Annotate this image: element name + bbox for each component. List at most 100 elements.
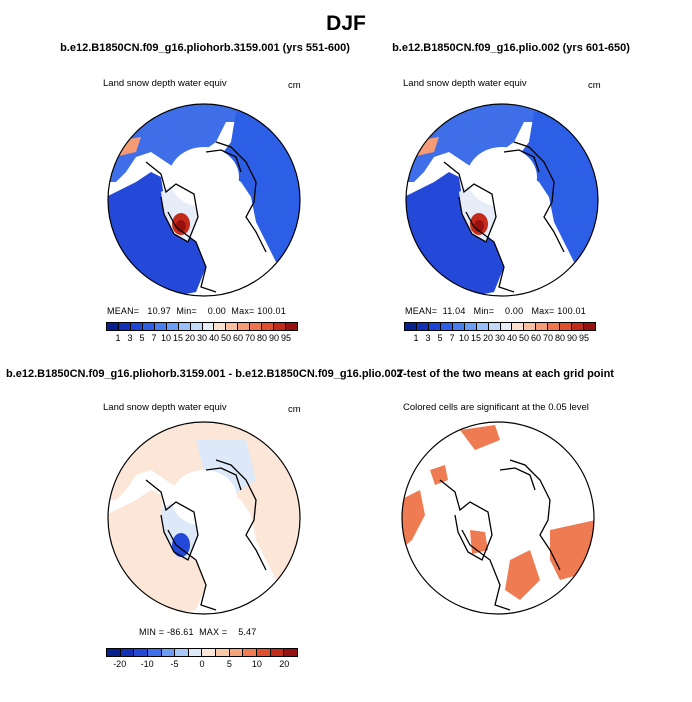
panel1-colorbar-tick-label: 1: [115, 333, 121, 343]
panel2-colorbar-tick-label: 1: [413, 333, 419, 343]
panel2-title: b.e12.B1850CN.f09_g16.plio.002 (yrs 601-…: [392, 42, 630, 54]
panel1-colorbar-boxes: [106, 322, 298, 331]
panel2-mean-label: MEAN=: [405, 306, 438, 316]
panel1-max-label: Max=: [231, 306, 255, 316]
panel1-colorbar-box: [142, 323, 155, 330]
panel4-significant-cells: [505, 550, 540, 600]
panel2-colorbar-tick-label: 50: [518, 333, 529, 343]
panel1-colorbar-tick-label: 3: [127, 333, 133, 343]
panel1-variable-label: Land snow depth water equiv: [103, 78, 227, 89]
panel1-colorbar-box: [274, 323, 287, 330]
panel1-colorbar-box: [214, 323, 227, 330]
panel1-colorbar-box: [178, 323, 191, 330]
panel1-colorbar-tick-label: 7: [151, 333, 157, 343]
panel2-colorbar-box: [536, 323, 549, 330]
panel3-colorbar-box: [229, 649, 244, 656]
panel3-colorbar-tick-label: 5: [226, 659, 232, 669]
panel1-coastlines: [145, 141, 267, 293]
panel2-colorbar-box: [488, 323, 501, 330]
panel3-arctic-ocean: [171, 470, 237, 526]
panel1-title: b.e12.B1850CN.f09_g16.pliohorb.3159.001 …: [60, 42, 350, 54]
panel3-colorbar-box: [107, 649, 121, 656]
panel2-colorbar-tick-label: 40: [506, 333, 517, 343]
panel2-mean-value: 11.04: [442, 306, 466, 316]
panel4-coastlines: [439, 459, 561, 611]
figure-title: DJF: [326, 12, 366, 35]
panel3-units-label: cm: [288, 404, 301, 415]
panel2-arctic-ocean: [467, 147, 537, 207]
panel1-colorbar-tick-label: 95: [280, 333, 291, 343]
panel2-colorbar-tick-label: 30: [494, 333, 505, 343]
panel2-min-value: 0.00: [505, 306, 524, 316]
panel3-min-value: -86.61: [166, 627, 194, 637]
panel1-colorbar-box: [107, 323, 119, 330]
panel2-max-value: 100.01: [557, 306, 586, 316]
panel3-colorbar-tick-label: -5: [170, 659, 179, 669]
panel2-colorbar-tick-label: 90: [566, 333, 577, 343]
panel1-mean-value: 10.97: [147, 306, 171, 316]
panel3-colorbar-box: [202, 649, 217, 656]
panel1-colorbar-tick-label: 30: [196, 333, 207, 343]
panel1-colorbar: 1 3 5 7 10 15 20 30 40 50 60 70 80 90 95: [106, 322, 298, 343]
panel1-colorbar-box: [238, 323, 251, 330]
panel3-max-label: MAX =: [199, 627, 228, 637]
panel1-colorbar-box: [190, 323, 203, 330]
panel2-colorbar-tick-label: 70: [542, 333, 553, 343]
panel3-colorbar-box: [134, 649, 148, 656]
panel2-coastlines: [443, 141, 565, 293]
panel1-colorbar-tick-label: 50: [220, 333, 231, 343]
panel4-significant-cells: [460, 425, 500, 450]
panel2-colorbar-box: [416, 323, 429, 330]
panel2-colorbar-tick-label: 5: [437, 333, 443, 343]
panel1-stats: MEAN= 10.97 Min= 0.00 Max= 100.01: [107, 306, 286, 316]
panel2-colorbar-box: [512, 323, 525, 330]
panel1-units-label: cm: [288, 80, 301, 91]
panel3-colorbar-box: [216, 649, 230, 656]
panel1-colorbar-box: [286, 323, 297, 330]
panel4-map-border: [401, 421, 595, 615]
panel2-colorbar: 1 3 5 7 10 15 20 30 40 50 60 70 80 90 95: [404, 322, 596, 343]
panel2-colorbar-box: [500, 323, 513, 330]
panel3-greenland-min-area: [172, 533, 190, 557]
panel2-variable-label: Land snow depth water equiv: [403, 78, 527, 89]
panel1-colorbar-box: [154, 323, 167, 330]
panel1-colorbar-box: [262, 323, 275, 330]
panel2-colorbar-box: [452, 323, 465, 330]
panel4-significant-cells: [430, 465, 448, 485]
panel4-title: T-test of the two means at each grid poi…: [397, 368, 614, 380]
panel4-note-label: Colored cells are significant at the 0.0…: [403, 402, 589, 413]
panel3-coastlines: [145, 459, 267, 611]
panel1-min-value: 0.00: [207, 306, 227, 316]
panel2-colorbar-box: [524, 323, 537, 330]
panel3-colorbar-tick-label: 0: [199, 659, 205, 669]
panel3-variable-label: Land snow depth water equiv: [103, 402, 227, 413]
panel4-polar-map: [401, 421, 595, 615]
panel3-colorbar-box: [243, 649, 258, 656]
panel1-colorbar-tick-label: 15: [172, 333, 183, 343]
panel1-colorbar-tick-label: 40: [208, 333, 219, 343]
panel1-colorbar-tick-label: 60: [232, 333, 243, 343]
panel1-colorbar-tick-label: 80: [256, 333, 267, 343]
panel3-min-label: MIN =: [139, 627, 165, 637]
panel2-polar-map: [405, 103, 599, 297]
panel1-eurasia-east-region: [216, 112, 300, 262]
panel2-max-label: Max=: [531, 306, 555, 316]
panel3-colorbar-box: [161, 649, 176, 656]
panel1-colorbar-box: [250, 323, 263, 330]
panel3-title: b.e12.B1850CN.f09_g16.pliohorb.3159.001 …: [6, 368, 403, 380]
panel1-mean-label: MEAN=: [107, 306, 140, 316]
panel1-colorbar-box: [118, 323, 131, 330]
panel3-colorbar-tick-label: 10: [251, 659, 262, 669]
panel2-colorbar-box: [548, 323, 561, 330]
panel1-colorbar-box: [202, 323, 215, 330]
panel2-units-label: cm: [588, 80, 601, 91]
panel2-colorbar-tick-label: 15: [470, 333, 481, 343]
panel3-colorbar-box: [188, 649, 203, 656]
panel1-colorbar-box: [226, 323, 239, 330]
panel3-colorbar-box: [147, 649, 162, 656]
panel3-polar-map: [107, 421, 301, 615]
panel2-stats: MEAN= 11.04 Min= 0.00 Max= 100.01: [405, 306, 586, 316]
panel2-colorbar-box: [440, 323, 453, 330]
panel1-arctic-ocean: [169, 147, 239, 207]
panel2-colorbar-tick-label: 3: [425, 333, 431, 343]
